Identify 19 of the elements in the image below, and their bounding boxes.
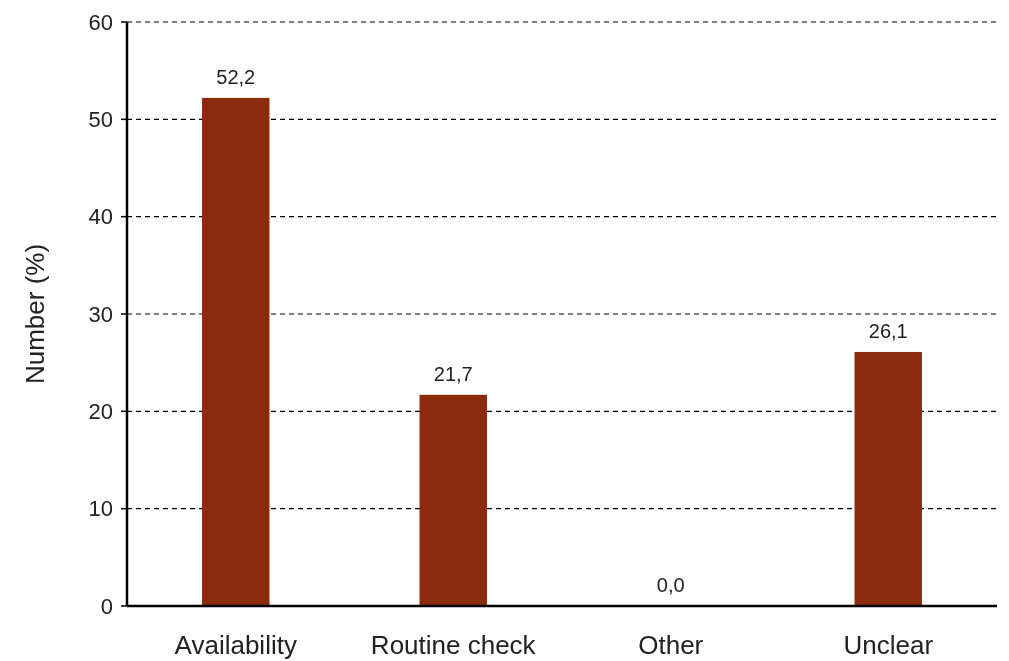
- y-tick-label: 10: [88, 496, 113, 522]
- x-tick-label: Availability: [174, 630, 297, 660]
- data-label: 52,2: [216, 65, 256, 88]
- y-tick-label: 40: [88, 204, 113, 230]
- y-axis-title: Number (%): [20, 243, 50, 385]
- data-label: 21,7: [433, 362, 473, 385]
- data-label: 0,0: [656, 574, 685, 596]
- y-tick-label: 60: [88, 9, 113, 35]
- x-tick-label: Unclear: [843, 630, 934, 660]
- bar: [419, 394, 487, 606]
- y-tick-label: 0: [100, 593, 113, 619]
- x-tick-label: Routine check: [370, 630, 537, 660]
- y-tick-label: 20: [88, 399, 113, 425]
- y-tick-label: 30: [88, 301, 113, 327]
- data-label: 26,1: [868, 319, 908, 342]
- bar: [202, 97, 270, 606]
- y-tick-label: 50: [88, 107, 113, 133]
- bar: [854, 351, 922, 606]
- x-tick-label: Other: [638, 630, 704, 660]
